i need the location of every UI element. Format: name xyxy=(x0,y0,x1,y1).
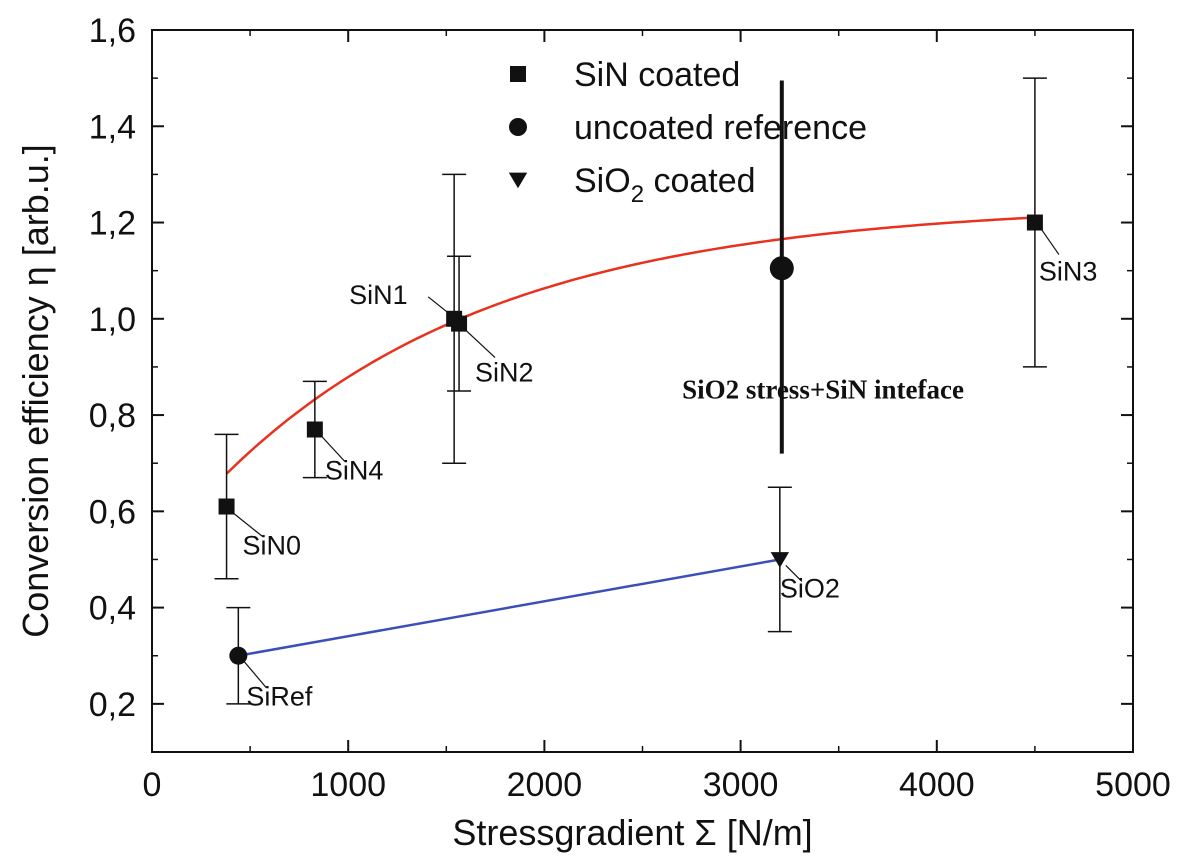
legend-marker xyxy=(510,66,526,82)
legend-entry: SiN coated xyxy=(574,56,740,94)
legend-entry: uncoated reference xyxy=(574,109,867,147)
y-axis-title: Conversion efficiency η [arb.u.] xyxy=(15,144,56,638)
sin2-marker xyxy=(451,315,468,332)
point-label-leader xyxy=(243,661,267,689)
point-label: SiN0 xyxy=(243,531,302,561)
sin4-marker xyxy=(306,421,323,438)
point-label: SiRef xyxy=(246,682,313,712)
siref-marker xyxy=(229,646,248,665)
y-tick-label: 1,4 xyxy=(89,108,136,146)
x-tick-label: 2000 xyxy=(507,766,583,804)
y-tick-label: 1,2 xyxy=(89,205,136,243)
x-tick-label: 5000 xyxy=(1095,766,1171,804)
point-label-leader xyxy=(464,329,496,359)
x-tick-label: 1000 xyxy=(310,766,386,804)
point-label: SiN4 xyxy=(325,456,384,486)
x-tick-label: 3000 xyxy=(703,766,779,804)
sin-fit-curve xyxy=(225,216,1035,475)
y-tick-label: 0,4 xyxy=(89,590,136,628)
legend-marker xyxy=(509,118,527,136)
point-label: SiN1 xyxy=(349,280,408,310)
x-axis-title: Stressgradient Σ [N/m] xyxy=(452,812,812,853)
legend-entry: SiO2 coated xyxy=(574,162,756,208)
point-label-leader xyxy=(1040,228,1060,255)
x-tick-label: 0 xyxy=(143,766,162,804)
point-label-leader xyxy=(785,565,803,582)
point-label-leader xyxy=(232,512,263,537)
sin0-marker xyxy=(218,498,235,515)
point-label-leader xyxy=(427,296,449,314)
point-label: SiN2 xyxy=(475,358,534,388)
point-label: SiN3 xyxy=(1039,257,1098,287)
point-label: SiO2 xyxy=(780,573,840,603)
y-tick-label: 0,2 xyxy=(89,686,136,724)
interface-annotation: SiO2 stress+SiN inteface xyxy=(682,375,964,405)
y-tick-label: 1,0 xyxy=(89,301,136,339)
y-tick-label: 1,6 xyxy=(89,12,136,50)
y-tick-label: 0,6 xyxy=(89,493,136,531)
plot-layer: 0 1000 2000 3000 4000 5000 0,2 0,4 0,6 0,8 1,0 1,2 1… xyxy=(15,12,1171,853)
y-tick-label: 0,8 xyxy=(89,397,136,435)
reference-marker xyxy=(769,256,794,281)
sio2-fit-line xyxy=(238,558,781,657)
point-label-leader xyxy=(320,435,346,462)
x-tick-label: 4000 xyxy=(899,766,975,804)
legend-marker xyxy=(508,172,528,189)
sio2-marker xyxy=(770,552,790,568)
sin3-marker xyxy=(1026,214,1043,231)
